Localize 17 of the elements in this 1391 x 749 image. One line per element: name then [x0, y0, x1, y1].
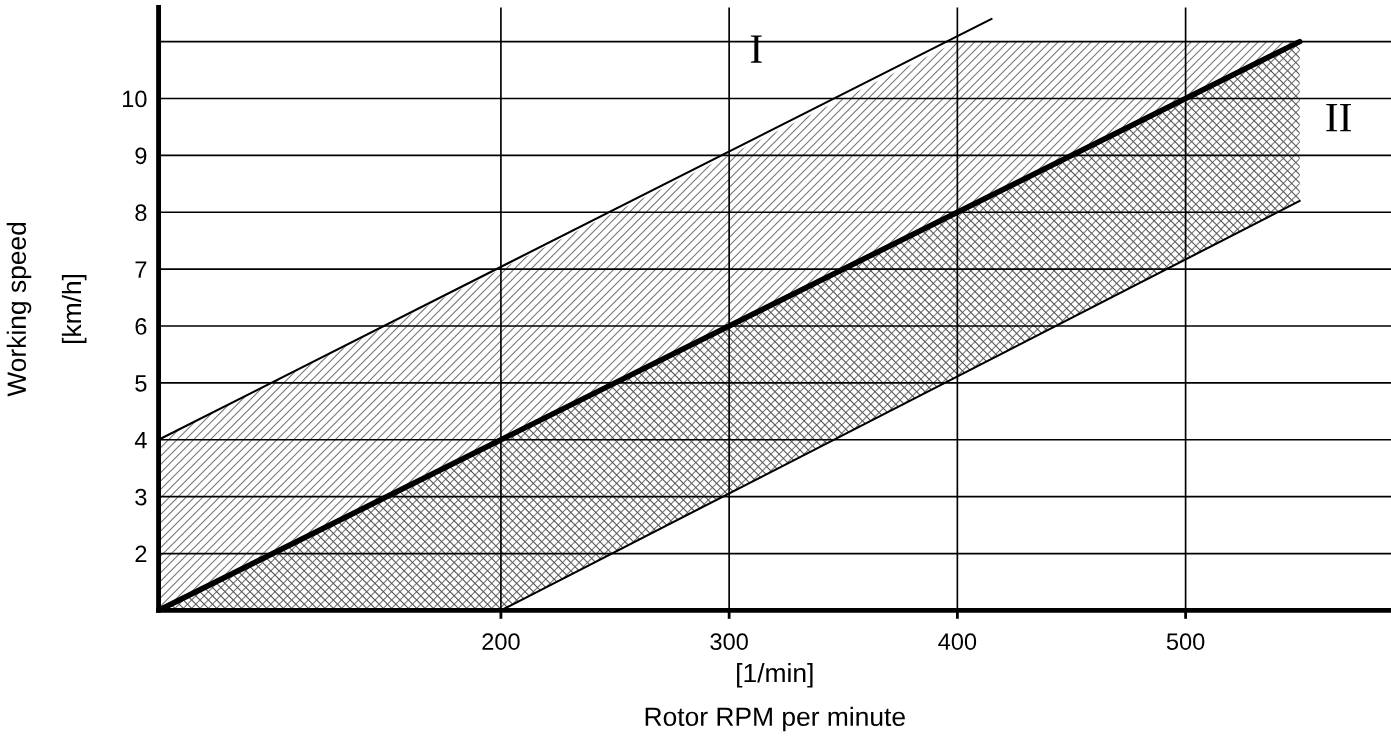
y-tick-label: 4 [134, 432, 147, 449]
y-tick-label: 8 [135, 204, 147, 222]
y-tick-label: 3 [135, 488, 147, 506]
y-tick-label: 6 [135, 318, 147, 335]
x-tick-label: 400 [938, 633, 977, 650]
y-tick-label: 10 [123, 90, 147, 108]
annotation: II [1326, 103, 1351, 132]
y-tick-label: 2 [135, 545, 147, 563]
x-axis-title: [1/min] Rotor RPM per minute [645, 663, 905, 732]
x-tick-label: 300 [710, 633, 748, 650]
annotation: I [750, 35, 762, 63]
x-tick-label: 200 [482, 633, 520, 650]
y-tick-label: 9 [135, 147, 147, 165]
y-tick-label: 7 [135, 261, 147, 278]
x-tick-label: 500 [1166, 633, 1205, 650]
y-axis-title: Working speed [km/h] [6, 222, 87, 397]
y-tick-label: 5 [135, 375, 147, 392]
